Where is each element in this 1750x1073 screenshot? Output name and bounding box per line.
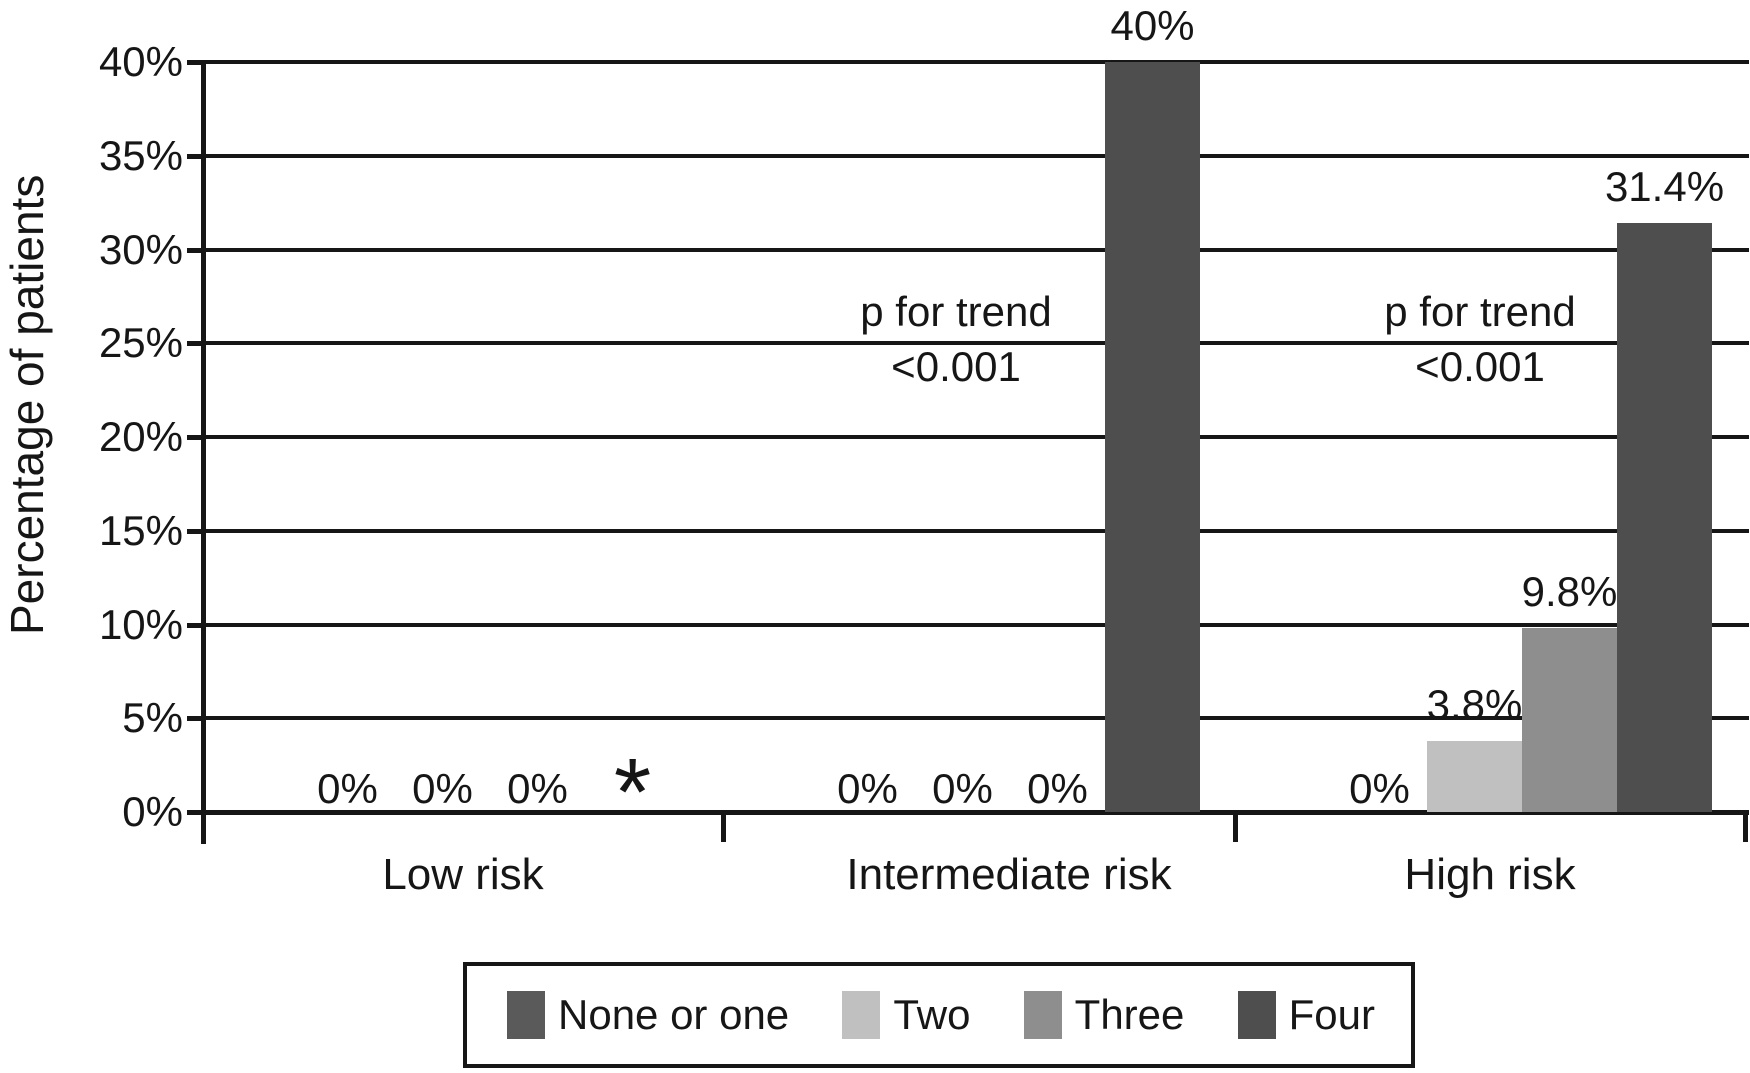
y-axis-tick bbox=[187, 247, 203, 253]
bar-high-risk-three bbox=[1522, 628, 1617, 812]
y-axis-tick-label: 40% bbox=[98, 38, 183, 85]
y-axis-tick-label: 15% bbox=[98, 506, 183, 554]
x-axis-tick bbox=[1743, 810, 1748, 842]
p-for-trend-annotation: p for trend <0.001 bbox=[1384, 284, 1575, 394]
bar-high-risk-four bbox=[1617, 223, 1712, 812]
legend-item-two: Two bbox=[842, 991, 970, 1039]
x-axis-category-label: Low risk bbox=[382, 850, 544, 899]
y-axis-tick bbox=[187, 153, 203, 159]
legend-item-three: Three bbox=[1023, 991, 1185, 1039]
y-axis-tick-label: 20% bbox=[98, 413, 183, 460]
y-axis-tick-label: 35% bbox=[98, 131, 183, 179]
y-axis-tick bbox=[187, 716, 203, 722]
bar-value-label: 3.8% bbox=[1426, 680, 1523, 728]
legend-swatch-three bbox=[1023, 991, 1062, 1039]
not-estimable-asterisk: * bbox=[613, 739, 652, 846]
legend-label: Two bbox=[893, 991, 971, 1038]
x-axis-line bbox=[203, 810, 1749, 815]
bar-zero-label: 0% bbox=[837, 765, 898, 812]
bar-value-label: 31.4% bbox=[1604, 163, 1725, 211]
y-axis-tick bbox=[187, 622, 203, 628]
y-axis-line bbox=[201, 62, 206, 844]
gridline bbox=[203, 528, 1749, 533]
gridline bbox=[203, 622, 1749, 627]
annotation-line: p for trend bbox=[860, 288, 1052, 335]
annotation-line: <0.001 bbox=[1415, 343, 1545, 390]
legend-item-none-or-one: None or one bbox=[507, 991, 789, 1039]
y-axis-tick-label: 30% bbox=[98, 225, 183, 273]
gridline bbox=[203, 716, 1749, 721]
y-axis-tick bbox=[187, 435, 203, 440]
bar-high-risk-two bbox=[1427, 740, 1522, 812]
bar-zero-label: 0% bbox=[317, 765, 378, 812]
y-axis-tick-label: 10% bbox=[98, 600, 183, 648]
legend-item-four: Four bbox=[1237, 991, 1375, 1039]
bar-zero-label: 0% bbox=[1027, 765, 1088, 812]
bar-intermediate-risk-four bbox=[1105, 62, 1200, 812]
y-axis-tick-label: 5% bbox=[122, 694, 183, 742]
bar-zero-label: 0% bbox=[1349, 765, 1410, 812]
annotation-line: p for trend bbox=[1384, 288, 1576, 335]
bar-zero-label: 0% bbox=[507, 765, 568, 812]
y-axis-tick-label: 0% bbox=[122, 788, 183, 835]
gridline bbox=[203, 60, 1749, 64]
y-axis-tick bbox=[187, 528, 203, 534]
legend: None or one Two Three Four bbox=[463, 962, 1415, 1068]
legend-label: Four bbox=[1288, 991, 1375, 1038]
legend-swatch-none-or-one bbox=[507, 991, 545, 1039]
x-axis-tick bbox=[1233, 810, 1238, 842]
legend-swatch-four bbox=[1237, 991, 1276, 1039]
gridline bbox=[203, 153, 1749, 158]
p-for-trend-annotation: p for trend <0.001 bbox=[860, 284, 1051, 394]
bar-zero-label: 0% bbox=[932, 765, 993, 812]
bar-value-label: 9.8% bbox=[1521, 568, 1618, 616]
bar-zero-label: 0% bbox=[412, 765, 473, 812]
bar-value-label: 40% bbox=[1110, 2, 1195, 49]
gridline bbox=[203, 341, 1749, 346]
annotation-line: <0.001 bbox=[891, 343, 1021, 390]
gridline bbox=[203, 435, 1749, 439]
y-axis-tick bbox=[187, 341, 203, 347]
x-axis-tick bbox=[721, 810, 726, 842]
y-axis-tick bbox=[187, 810, 203, 815]
x-axis-category-label: High risk bbox=[1404, 850, 1576, 899]
gridline bbox=[203, 247, 1749, 252]
legend-label: Three bbox=[1074, 991, 1185, 1038]
legend-label: None or one bbox=[558, 991, 790, 1038]
y-axis-tick-label: 25% bbox=[98, 319, 183, 367]
y-axis-tick bbox=[187, 60, 203, 65]
legend-swatch-two bbox=[842, 991, 881, 1039]
x-axis-category-label: Intermediate risk bbox=[846, 850, 1172, 899]
